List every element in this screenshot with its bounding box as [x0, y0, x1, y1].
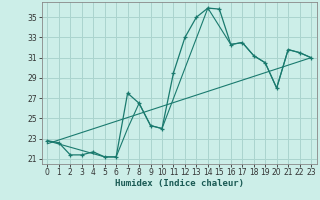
X-axis label: Humidex (Indice chaleur): Humidex (Indice chaleur): [115, 179, 244, 188]
